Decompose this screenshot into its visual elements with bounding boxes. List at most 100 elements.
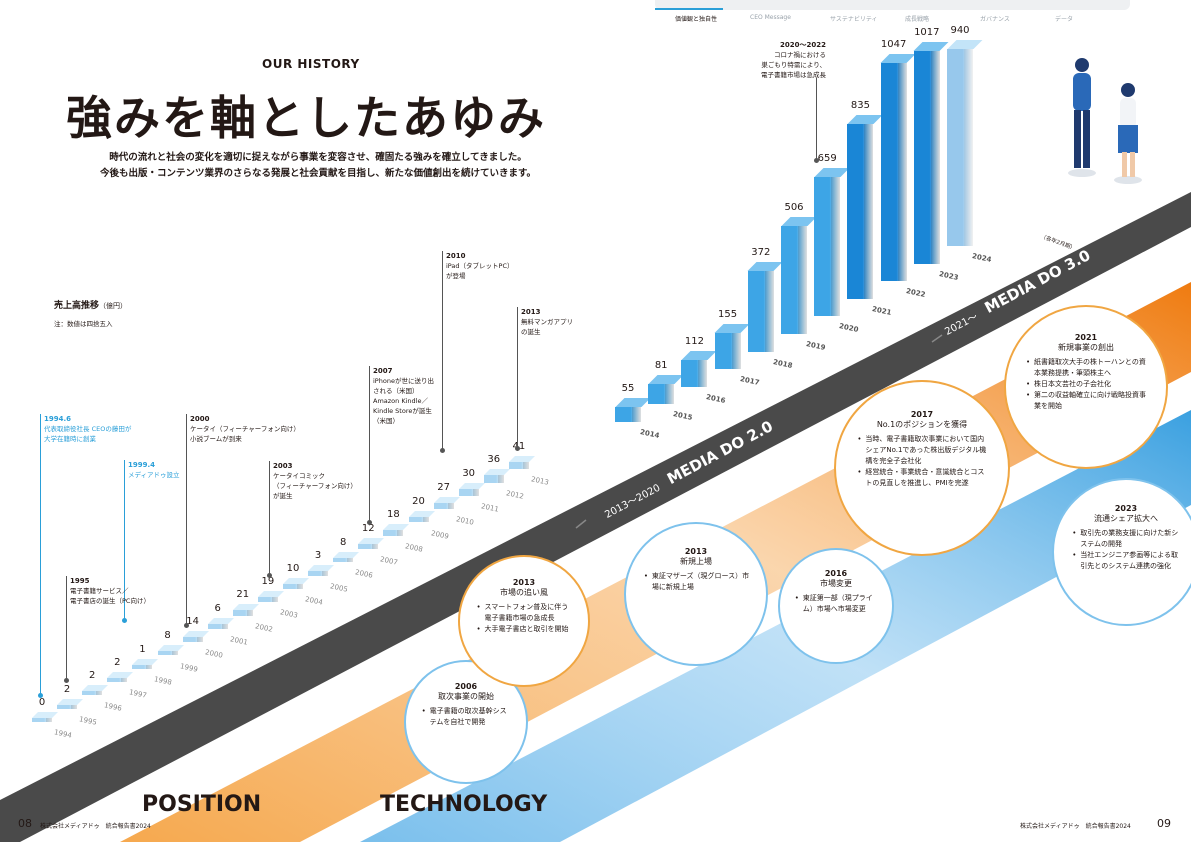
chart-bar	[132, 658, 159, 669]
chart-value-label: 6	[214, 603, 221, 615]
chart-value-label: 1	[139, 643, 146, 655]
nav-tab[interactable]: サステナビリティ	[830, 16, 878, 23]
event-leader-line	[816, 78, 817, 160]
chart-value-label: 2	[114, 656, 121, 668]
footer-company-left: 株式会社メディアドゥ 統合報告書2024	[40, 823, 151, 830]
milestone-list: 紙書籍取次大手の株トーハンとの資本業務提携・筆頭株主へ株日本文芸社の子会社化第二…	[1024, 357, 1148, 412]
milestone-item: 紙書籍取次大手の株トーハンとの資本業務提携・筆頭株主へ	[1026, 357, 1148, 379]
position-label: POSITION	[142, 792, 262, 817]
chart-bar	[714, 324, 750, 370]
milestone-item: 経営統合・事業統合・意識統合とコストの見直しを推進し、PMIを完遂	[857, 467, 988, 489]
event-text: される（米国）	[373, 387, 419, 395]
milestone-title: 新規事業の創出	[1058, 343, 1114, 353]
event-text: の誕生	[521, 328, 541, 336]
chart-bar	[358, 538, 385, 550]
milestone-year: 2006	[454, 681, 478, 691]
milestone-card: 2013新規上場東証マザーズ（現グロース）市場に新規上場	[624, 522, 768, 666]
chart-value-label: 12	[361, 523, 375, 535]
event-marker	[267, 573, 272, 578]
nav-tab[interactable]: CEO Message	[750, 14, 791, 21]
event-text: iPhoneが世に送り出	[373, 377, 434, 385]
milestone-title: 市場の追い風	[500, 588, 548, 598]
chart-bar	[333, 551, 360, 563]
event-leader-line	[269, 461, 270, 575]
people-illustration	[1068, 58, 1142, 184]
sales-title-text: 売上高推移	[54, 301, 100, 311]
timeline-event: 1994.6 代表取締役社長 CEOの藤田が 大学在籍時に創業	[44, 414, 131, 444]
event-marker	[122, 618, 127, 623]
event-year: 2013	[521, 308, 541, 316]
page-number-left: 08	[18, 817, 32, 830]
chart-value-label: 112	[684, 335, 704, 347]
chart-value-label: 19	[261, 575, 275, 587]
milestone-item: 当社エンジニア参画等による取引先とのシステム連携の強化	[1072, 550, 1181, 572]
event-text: 電子書籍サービス／	[70, 587, 129, 595]
chart-bar	[747, 262, 783, 352]
milestone-item: 東証マザーズ（現グロース）市場に新規上場	[644, 571, 750, 593]
chart-value-label: 20	[412, 495, 425, 507]
event-year: 2000	[190, 415, 210, 423]
chart-bar	[207, 618, 234, 629]
event-marker	[38, 693, 43, 698]
event-text: 電子書籍市場は急成長	[761, 71, 826, 79]
chart-bar	[681, 350, 717, 387]
chart-value-label: 27	[437, 481, 450, 493]
milestone-card: 2023流通シェア拡大へ取引先の業務支援に向けた新システムの開発当社エンジニア参…	[1052, 478, 1191, 626]
chart-value-label: 10	[286, 563, 300, 575]
event-leader-line	[517, 307, 518, 448]
chart-value-label: 155	[718, 309, 738, 321]
nav-tab[interactable]: 成長戦略	[905, 16, 930, 23]
chart-value-label: 30	[462, 468, 476, 480]
chart-bar	[257, 590, 284, 603]
section-eyebrow: OUR HISTORY	[262, 57, 360, 71]
event-text: 小説ブームが到来	[190, 435, 242, 443]
chart-value-label: 81	[654, 359, 668, 371]
event-year: 2020〜2022	[780, 41, 826, 49]
chart-value-label: 2	[89, 670, 96, 682]
chart-bar	[615, 397, 650, 422]
milestone-year: 2013	[684, 547, 708, 557]
milestone-card: 2013市場の追い風スマートフォン普及に伴う電子書籍市場の急成長大手電子書店と取…	[458, 555, 590, 687]
timeline-event: 2007 iPhoneが世に送り出 される（米国） Amazon Kindle／ Kin…	[373, 366, 434, 426]
chart-bar	[107, 671, 134, 683]
chart-value-label: 835	[850, 99, 870, 111]
chart-bar	[913, 42, 949, 264]
chart-bar	[408, 510, 435, 523]
chart-value-label: 506	[784, 202, 804, 214]
event-leader-line	[66, 576, 67, 680]
milestone-year: 2021	[1074, 333, 1098, 343]
chart-bar	[383, 524, 410, 536]
chart-bar	[880, 53, 916, 282]
chart-value-label: 55	[621, 382, 635, 394]
lead-text: 時代の流れと社会の変化を適切に捉えながら事業を変容させ、確固たる強みを確立してき…	[88, 150, 548, 182]
chart-value-label: 3	[314, 550, 322, 562]
chart-value-label: 2	[63, 683, 71, 695]
event-text: Amazon Kindle／	[373, 397, 428, 405]
event-year: 2010	[446, 252, 466, 260]
nav-tab[interactable]: 価値観と独自性	[675, 16, 718, 23]
milestone-list: スマートフォン普及に伴う電子書籍市場の急成長大手電子書店と取引を開始	[475, 602, 574, 635]
milestone-list: 電子書籍の取次基幹システムを自社で開発	[420, 706, 513, 728]
milestone-item: 東証第一部（現プライム）市場へ市場変更	[795, 593, 880, 615]
chart-bar	[82, 685, 109, 696]
event-year: 2003	[273, 462, 293, 470]
timeline-event: 2000 ケータイ（フィーチャーフォン向け） 小説ブームが到来	[190, 414, 300, 444]
nav-tab[interactable]: ガバナンス	[980, 16, 1010, 23]
page-title: 強みを軸としたあゆみ	[66, 91, 546, 145]
event-text: メディアドゥ設立	[128, 471, 180, 479]
event-text: ケータイ（フィーチャーフォン向け）	[190, 425, 300, 433]
chart-bar	[308, 565, 335, 576]
lead-line: 今後も出版・コンテンツ業界のさらなる発展と社会貢献を目指し、新たな価値創出を続け…	[99, 168, 537, 179]
milestone-item: スマートフォン普及に伴う電子書籍市場の急成長	[477, 602, 574, 624]
event-year: 1999.4	[128, 461, 156, 469]
chart-bar	[947, 40, 982, 246]
page-number-right: 09	[1157, 817, 1171, 830]
event-leader-line	[40, 414, 41, 695]
event-text: 電子書店の誕生（PC向け）	[70, 597, 150, 605]
active-tab-indicator	[655, 8, 723, 10]
nav-tab[interactable]: データ	[1055, 16, 1074, 23]
technology-label: TECHNOLOGY	[380, 792, 548, 817]
chart-value-label: 14	[186, 615, 199, 627]
event-text: コロナ禍における	[774, 51, 826, 59]
lead-line: 時代の流れと社会の変化を適切に捉えながら事業を変容させ、確固たる強みを確立してき…	[109, 152, 527, 163]
